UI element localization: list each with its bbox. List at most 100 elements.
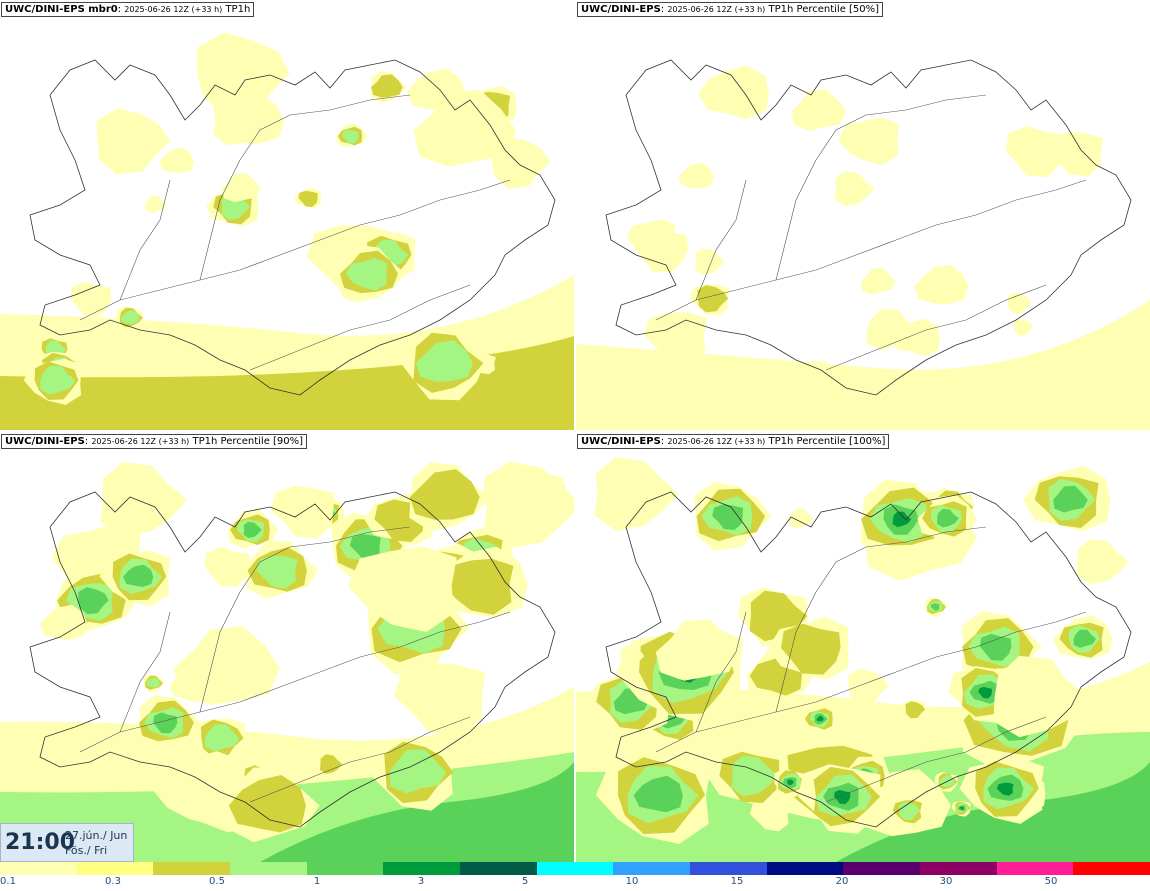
precip-cell bbox=[731, 755, 778, 797]
colorbar-swatch bbox=[1073, 862, 1150, 875]
valid-time: 21:00 bbox=[5, 830, 76, 855]
precip-cell bbox=[342, 129, 359, 144]
precip-cell bbox=[120, 310, 140, 324]
colorbar-tick-label: 0.3 bbox=[105, 876, 121, 887]
road-line bbox=[79, 611, 511, 753]
colorbar-tick-label: 20 bbox=[835, 876, 849, 887]
colorbar-tick-label: 5 bbox=[521, 876, 529, 887]
colorbar-swatch bbox=[766, 862, 844, 875]
precip-cell bbox=[698, 65, 770, 120]
panel-title: UWC/DINI-EPS: 2025-06-26 12Z (+33 h) TP1… bbox=[577, 434, 890, 449]
coastline bbox=[29, 491, 556, 828]
precip-cell bbox=[40, 365, 76, 395]
road-line bbox=[199, 526, 411, 713]
road-line bbox=[825, 716, 1047, 803]
precip-cell bbox=[694, 248, 725, 276]
precip-cell bbox=[389, 749, 446, 794]
precip-area bbox=[576, 300, 1150, 430]
precip-cell bbox=[979, 633, 1012, 661]
precip-cell bbox=[800, 360, 844, 397]
precip-cell bbox=[196, 32, 290, 115]
map-panel-mbr0: UWC/DINI-EPS mbr0: 2025-06-26 12Z (+33 h… bbox=[0, 0, 574, 430]
precip-cell bbox=[816, 716, 824, 722]
colorbar-swatch bbox=[383, 862, 461, 875]
precip-cell bbox=[221, 173, 261, 203]
colorbar-tick-label: 30 bbox=[939, 876, 953, 887]
precip-cell bbox=[146, 677, 160, 688]
precip-cell bbox=[678, 162, 714, 189]
precip-cell bbox=[781, 623, 841, 675]
precipitation-map bbox=[0, 461, 574, 862]
precip-cell bbox=[834, 789, 851, 804]
precip-cell bbox=[996, 782, 1014, 796]
road-line bbox=[119, 179, 171, 301]
panel-title: UWC/DINI-EPS: 2025-06-26 12Z (+33 h) TP1… bbox=[1, 434, 308, 449]
colorbar-swatch bbox=[613, 862, 691, 875]
precip-cell bbox=[791, 89, 847, 131]
precip-cell bbox=[228, 775, 306, 833]
precip-cell bbox=[406, 68, 465, 112]
panel-title: UWC/DINI-EPS mbr0: 2025-06-26 12Z (+33 h… bbox=[1, 2, 255, 17]
precip-cell bbox=[1013, 318, 1033, 336]
road-line bbox=[79, 179, 511, 321]
precip-cell bbox=[594, 457, 679, 531]
colorbar-tick-label: 1 bbox=[313, 876, 321, 887]
precip-cell bbox=[371, 74, 403, 98]
precip-cell bbox=[96, 108, 171, 175]
colorbar-tick-label: 0.5 bbox=[209, 876, 225, 887]
precip-cell bbox=[100, 462, 187, 538]
valid-weekday: Fös./ Fri bbox=[65, 844, 108, 857]
precip-cell bbox=[866, 309, 918, 351]
precip-cell bbox=[159, 147, 194, 174]
precip-cell bbox=[905, 701, 926, 719]
precipitation-map bbox=[576, 457, 1150, 862]
precip-cell bbox=[787, 779, 794, 786]
precip-cell bbox=[70, 281, 112, 317]
colorbar-swatch bbox=[76, 862, 154, 875]
road-line bbox=[825, 284, 1047, 371]
precip-cell bbox=[173, 626, 280, 705]
road-line bbox=[119, 611, 171, 733]
precip-cell bbox=[320, 754, 343, 774]
precip-cell bbox=[483, 463, 570, 538]
precip-cell bbox=[633, 775, 683, 813]
precip-cell bbox=[221, 194, 251, 220]
road-line bbox=[655, 179, 1087, 321]
road-line bbox=[655, 611, 1087, 753]
road-line bbox=[249, 284, 471, 371]
precip-cell bbox=[345, 258, 387, 291]
precip-cell bbox=[655, 619, 739, 681]
precip-cell bbox=[153, 712, 178, 734]
precip-cell bbox=[394, 662, 486, 737]
map-panel-percentile-50: UWC/DINI-EPS: 2025-06-26 12Z (+33 h) TP1… bbox=[576, 0, 1150, 430]
road-line bbox=[199, 94, 411, 281]
precip-cell bbox=[643, 312, 708, 363]
precip-cell bbox=[1076, 539, 1129, 585]
colorbar-swatch bbox=[920, 862, 997, 875]
map-panel-percentile-90: UWC/DINI-EPS: 2025-06-26 12Z (+33 h) TP1… bbox=[0, 432, 574, 862]
precip-cell bbox=[78, 587, 109, 614]
precip-cell bbox=[256, 555, 298, 589]
precip-cell bbox=[123, 564, 154, 587]
precip-cell bbox=[415, 340, 473, 382]
colorbar-tick-label: 15 bbox=[730, 876, 744, 887]
precip-cell bbox=[634, 226, 689, 273]
colorbar-tick-label: 50 bbox=[1044, 876, 1058, 887]
precip-cell bbox=[848, 668, 889, 705]
precipitation-colorbar bbox=[0, 862, 1150, 875]
precip-cell bbox=[789, 508, 814, 529]
valid-time-box: 21:00 27.jún./ Jun Fös./ Fri bbox=[0, 823, 134, 862]
precip-cell bbox=[442, 558, 514, 615]
precip-cell bbox=[348, 546, 457, 632]
colorbar-swatch bbox=[843, 862, 921, 875]
precip-cell bbox=[56, 613, 79, 630]
colorbar-swatch bbox=[460, 862, 537, 875]
precip-cell bbox=[145, 196, 167, 213]
panel-title: UWC/DINI-EPS: 2025-06-26 12Z (+33 h) TP1… bbox=[577, 2, 884, 17]
precip-cell bbox=[993, 655, 1090, 738]
precip-cell bbox=[1073, 629, 1097, 648]
road-line bbox=[695, 179, 747, 301]
coastline bbox=[605, 491, 1132, 828]
precip-cell bbox=[1053, 485, 1088, 513]
precipitation-map bbox=[0, 32, 574, 430]
